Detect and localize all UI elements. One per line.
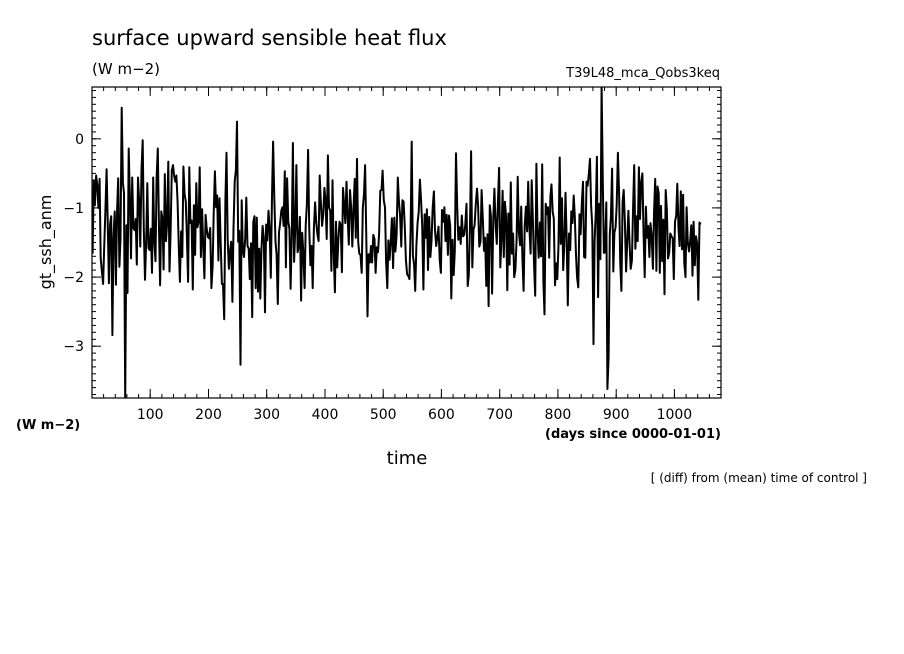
x-tick-label: 900: [603, 407, 630, 423]
x-tick-label: 600: [428, 407, 455, 423]
y-tick-label: −2: [63, 270, 84, 286]
footer-note: [ (diff) from (mean) time of control ]: [651, 471, 867, 485]
x-tick-label: 100: [137, 407, 164, 423]
x-tick-label: 200: [195, 407, 222, 423]
x-tick-label: 800: [545, 407, 572, 423]
y-tick-label: −3: [63, 339, 84, 355]
x-axis-units: (days since 0000-01-01): [545, 427, 721, 442]
axis-ticks: [92, 87, 721, 398]
y-axis-label: gt_ssh_anm: [36, 195, 56, 290]
tick-labels: 100 200 300 400 500 600 700 800 900 1000 0 −1 −2 −3: [63, 132, 692, 423]
x-tick-label: 1000: [657, 407, 693, 423]
x-axis-label: time: [387, 448, 428, 469]
chart-title: surface upward sensible heat flux: [92, 26, 447, 50]
x-tick-label: 700: [486, 407, 513, 423]
y-tick-label: −1: [63, 201, 84, 217]
y-tick-label: 0: [75, 132, 84, 148]
series-line: [92, 87, 702, 398]
x-tick-label: 400: [312, 407, 339, 423]
y-axis-units: (W m−2): [16, 418, 80, 433]
units-label: (W m−2): [92, 60, 160, 78]
x-tick-label: 300: [253, 407, 280, 423]
run-name-label: T39L48_mca_Qobs3keq: [565, 66, 720, 81]
x-tick-label: 500: [370, 407, 397, 423]
